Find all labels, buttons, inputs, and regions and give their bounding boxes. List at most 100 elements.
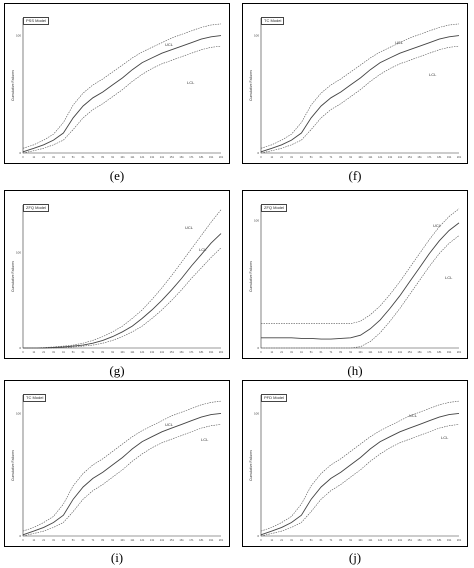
panel-caption: (h)	[347, 363, 363, 378]
x-tick-label: 171	[427, 155, 432, 159]
x-tick-label: 51	[310, 155, 313, 159]
x-tick-label: 191	[447, 155, 452, 159]
x-tick-label: 81	[339, 538, 342, 542]
x-tick-label: 121	[378, 350, 383, 354]
x-tick-label: 101	[120, 155, 125, 159]
x-tick-label: 171	[427, 350, 432, 354]
model-label: ZFQ Model	[261, 204, 288, 212]
axes	[22, 18, 221, 154]
x-tick-label: 91	[111, 538, 114, 542]
x-tick-label: 61	[82, 350, 85, 354]
x-tick-label: 41	[300, 350, 303, 354]
x-tick-label: 111	[130, 350, 134, 354]
series-lcl-line	[23, 247, 222, 349]
x-tick-label: 71	[91, 350, 94, 354]
x-tick-label: 61	[320, 155, 323, 159]
x-tick-label: 0	[22, 538, 24, 542]
model-label: PFD Model	[261, 394, 288, 402]
y-tick-label: 100	[16, 411, 21, 415]
series-estimate-line	[260, 412, 460, 536]
x-tick-label: 161	[179, 350, 184, 354]
series-ucl-line	[260, 23, 460, 149]
x-tick-label: 21	[280, 538, 283, 542]
x-tick-label: 61	[320, 538, 323, 542]
x-tick-label: 181	[437, 350, 442, 354]
y-axis-label: Cumulative Failures	[249, 70, 253, 101]
x-tick-label: 61	[82, 155, 85, 159]
x-tick-label: 51	[72, 155, 75, 159]
x-tick-label: 41	[62, 538, 65, 542]
x-tick-label: 101	[358, 350, 363, 354]
series-ucl-line	[261, 208, 460, 324]
x-tick-label: 11	[32, 155, 35, 159]
series-lcl-line	[22, 424, 222, 537]
x-tick-label: 51	[72, 350, 75, 354]
model-label: TC Model	[23, 394, 47, 402]
lcl-label: LCL	[445, 275, 453, 280]
x-tick-label: 171	[427, 538, 432, 542]
series-ucl-line	[22, 400, 222, 532]
chart-svg-f: 0 11 21 31 41 51 61 71 81 91 101 111 121 131 141 151 161…	[249, 18, 462, 159]
x-tick-label: 81	[101, 350, 104, 354]
y-tick-label: 0	[257, 346, 259, 350]
x-tick-label: 41	[300, 155, 303, 159]
x-tick-label: 21	[280, 350, 283, 354]
y-tick-label: 0	[257, 534, 259, 538]
x-tick-label: 151	[408, 538, 413, 542]
axes	[22, 395, 221, 537]
panel-caption: (e)	[109, 168, 125, 183]
series-ucl-line	[23, 209, 222, 349]
x-tick-label: 0	[260, 538, 262, 542]
x-tick-label: 101	[358, 538, 363, 542]
x-tick-label: 121	[378, 155, 383, 159]
ucl-label: UCL	[165, 422, 174, 427]
x-tick-label: 91	[111, 350, 114, 354]
x-tick-label: 71	[329, 155, 332, 159]
panel-caption: (j)	[348, 550, 362, 565]
x-tick-label: 191	[209, 350, 214, 354]
x-tick-label: 191	[447, 350, 452, 354]
x-tick-label: 81	[101, 538, 104, 542]
x-tick-label: 101	[120, 350, 125, 354]
x-tick-label: 71	[329, 350, 332, 354]
lcl-label: LCL	[199, 247, 207, 252]
chart-panel-i: 0 11 21 31 41 51 61 71 81 91 101 111 121 131 141 151 161…	[4, 380, 230, 547]
y-tick-label: 0	[19, 346, 21, 350]
chart-svg-h: 0 11 21 31 41 51 61 71 81 91 101 111 121 131 141 151 161…	[249, 205, 462, 354]
x-tick-label: 141	[160, 538, 165, 542]
y-axis-label: Cumulative Failures	[11, 261, 15, 292]
lcl-label: LCL	[201, 437, 209, 442]
x-tick-label: 51	[310, 350, 313, 354]
x-tick-label: 131	[150, 155, 155, 159]
x-tick-label: 11	[270, 155, 273, 159]
panel-caption: (f)	[348, 168, 362, 183]
x-tick-label: 81	[339, 350, 342, 354]
lcl-label: LCL	[187, 80, 195, 85]
series-lcl-line	[261, 235, 460, 349]
x-tick-label: 181	[437, 538, 442, 542]
x-tick-label: 101	[120, 538, 125, 542]
x-tick-label: 181	[199, 155, 204, 159]
x-tick-label: 201	[457, 350, 462, 354]
x-tick-label: 151	[408, 155, 413, 159]
y-tick-label: 100	[254, 34, 259, 38]
x-tick-label: 181	[437, 155, 442, 159]
x-tick-label: 81	[101, 155, 104, 159]
x-tick-label: 141	[160, 350, 165, 354]
x-tick-label: 131	[150, 350, 155, 354]
x-tick-label: 21	[42, 155, 45, 159]
x-tick-label: 131	[388, 538, 393, 542]
x-tick-label: 191	[209, 538, 214, 542]
x-tick-label: 151	[408, 350, 413, 354]
y-axis-label: Cumulative Failures	[11, 70, 15, 101]
model-label: TC Model	[261, 17, 285, 25]
chart-svg-i: 0 11 21 31 41 51 61 71 81 91 101 111 121 131 141 151 161…	[11, 395, 224, 542]
x-tick-label: 171	[189, 350, 194, 354]
x-tick-label: 121	[140, 350, 145, 354]
x-tick-label: 191	[209, 155, 214, 159]
x-tick-label: 101	[358, 155, 363, 159]
x-tick-label: 111	[130, 538, 134, 542]
x-tick-label: 201	[457, 538, 462, 542]
y-tick-label: 100	[16, 251, 21, 255]
chart-panel-f: 0 11 21 31 41 51 61 71 81 91 101 111 121 131 141 151 161…	[242, 3, 468, 164]
